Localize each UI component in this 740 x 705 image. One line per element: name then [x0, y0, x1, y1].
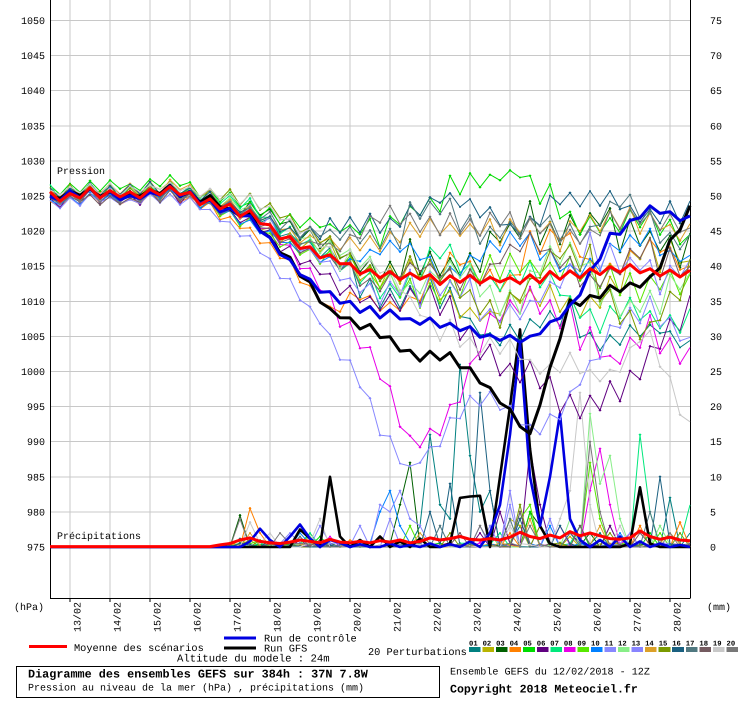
svg-text:23/02: 23/02	[473, 602, 485, 632]
svg-text:27/02: 27/02	[633, 602, 645, 632]
svg-text:Pression: Pression	[57, 166, 105, 178]
svg-text:14: 14	[645, 641, 654, 649]
svg-text:65: 65	[710, 87, 722, 98]
svg-text:1035: 1035	[21, 122, 45, 133]
svg-text:50: 50	[710, 193, 722, 204]
svg-text:08: 08	[564, 641, 573, 649]
svg-text:17/02: 17/02	[233, 602, 245, 632]
svg-text:1015: 1015	[21, 263, 45, 274]
svg-text:14/02: 14/02	[113, 602, 125, 632]
svg-text:18/02: 18/02	[273, 602, 285, 632]
svg-text:11: 11	[605, 641, 614, 649]
svg-text:1005: 1005	[21, 333, 45, 344]
svg-text:02: 02	[483, 641, 492, 649]
svg-text:28/02: 28/02	[673, 602, 685, 632]
svg-text:Ensemble GEFS du 12/02/2018 -: Ensemble GEFS du 12/02/2018 - 12Z	[450, 667, 650, 679]
svg-text:19/02: 19/02	[313, 602, 325, 632]
svg-text:5: 5	[710, 508, 716, 519]
svg-text:1000: 1000	[21, 368, 45, 379]
svg-text:45: 45	[710, 228, 722, 239]
svg-text:03: 03	[496, 641, 505, 649]
svg-text:1045: 1045	[21, 52, 45, 63]
svg-text:16/02: 16/02	[193, 602, 205, 632]
svg-text:15: 15	[710, 438, 722, 449]
svg-text:06: 06	[537, 641, 546, 649]
svg-text:35: 35	[710, 298, 722, 309]
svg-text:20: 20	[710, 403, 722, 414]
svg-text:18: 18	[699, 641, 708, 649]
svg-text:Run GFS: Run GFS	[264, 644, 307, 656]
svg-text:Altitude du modele : 24m: Altitude du modele : 24m	[177, 654, 330, 666]
svg-text:01: 01	[469, 641, 478, 649]
svg-text:05: 05	[523, 641, 532, 649]
svg-text:30: 30	[710, 333, 722, 344]
svg-text:1025: 1025	[21, 193, 45, 204]
svg-text:0: 0	[710, 544, 716, 555]
svg-text:13/02: 13/02	[73, 602, 85, 632]
svg-text:16: 16	[672, 641, 681, 649]
svg-text:995: 995	[27, 403, 45, 414]
svg-text:10: 10	[591, 641, 600, 649]
svg-text:04: 04	[510, 641, 519, 649]
svg-text:17: 17	[686, 641, 695, 649]
svg-text:1010: 1010	[21, 298, 45, 309]
svg-text:40: 40	[710, 263, 722, 274]
svg-text:20 Perturbations: 20 Perturbations	[368, 647, 467, 659]
svg-text:1020: 1020	[21, 228, 45, 239]
svg-text:(hPa): (hPa)	[14, 602, 44, 614]
svg-text:15/02: 15/02	[153, 602, 165, 632]
svg-text:09: 09	[577, 641, 586, 649]
svg-text:70: 70	[710, 52, 722, 63]
svg-text:21/02: 21/02	[393, 602, 405, 632]
svg-text:20/02: 20/02	[353, 602, 365, 632]
svg-text:26/02: 26/02	[593, 602, 605, 632]
svg-text:Pression au niveau de la mer (: Pression au niveau de la mer (hPa) , pré…	[28, 683, 364, 695]
svg-text:1040: 1040	[21, 87, 45, 98]
svg-text:Moyenne des scénarios: Moyenne des scénarios	[74, 643, 204, 655]
svg-text:12: 12	[618, 641, 627, 649]
svg-text:07: 07	[550, 641, 559, 649]
svg-text:75: 75	[710, 17, 722, 28]
svg-text:1030: 1030	[21, 157, 45, 168]
svg-text:Diagramme des ensembles GEFS s: Diagramme des ensembles GEFS sur 384h : …	[28, 668, 369, 682]
svg-text:990: 990	[27, 438, 45, 449]
svg-text:Précipitations: Précipitations	[57, 531, 141, 543]
svg-text:975: 975	[27, 544, 45, 555]
svg-text:25/02: 25/02	[553, 602, 565, 632]
svg-text:10: 10	[710, 473, 722, 484]
svg-text:22/02: 22/02	[433, 602, 445, 632]
svg-text:24/02: 24/02	[513, 602, 525, 632]
svg-text:55: 55	[710, 157, 722, 168]
svg-text:(mm): (mm)	[707, 602, 731, 614]
svg-text:19: 19	[713, 641, 722, 649]
svg-text:1050: 1050	[21, 17, 45, 28]
svg-text:25: 25	[710, 368, 722, 379]
svg-text:15: 15	[659, 641, 668, 649]
svg-text:985: 985	[27, 473, 45, 484]
svg-text:60: 60	[710, 122, 722, 133]
svg-text:Copyright 2018 Meteociel.fr: Copyright 2018 Meteociel.fr	[450, 684, 638, 697]
svg-text:13: 13	[632, 641, 641, 649]
svg-text:20: 20	[727, 641, 736, 649]
svg-text:980: 980	[27, 508, 45, 519]
svg-text:Run de contrôle: Run de contrôle	[264, 634, 357, 646]
